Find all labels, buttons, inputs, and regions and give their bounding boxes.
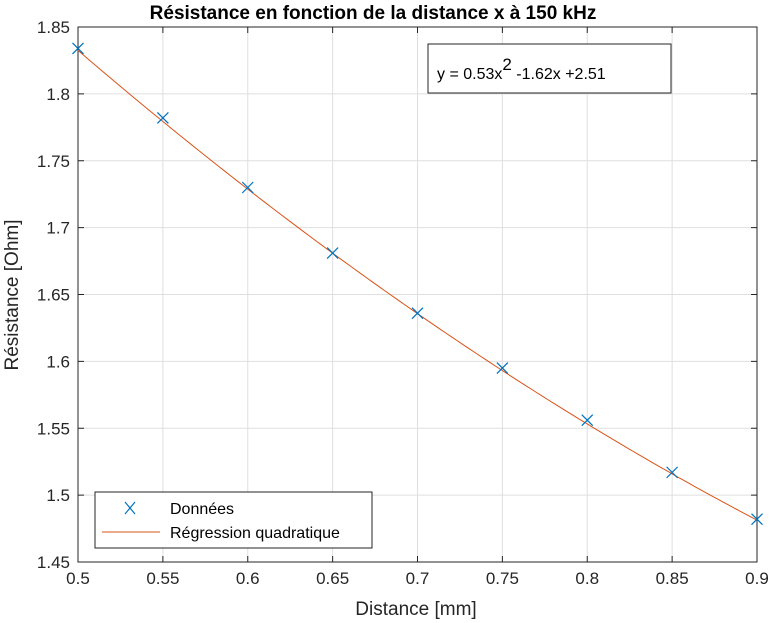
x-tick-label: 0.75 — [486, 569, 519, 588]
equation-prefix: y = 0.53x — [437, 66, 502, 83]
x-tick-label: 0.7 — [406, 569, 430, 588]
data-point — [241, 181, 254, 194]
x-tick-label: 0.65 — [316, 569, 349, 588]
x-tick-label: 0.6 — [236, 569, 260, 588]
x-tick-label: 0.55 — [146, 569, 179, 588]
data-markers — [72, 42, 763, 526]
y-tick-label: 1.75 — [37, 152, 70, 171]
legend-label-donnees: Données — [170, 501, 234, 518]
equation-suffix: -1.62x +2.51 — [512, 66, 606, 83]
data-point — [72, 42, 84, 55]
data-point — [666, 466, 679, 479]
x-tick-label: 0.85 — [656, 569, 689, 588]
x-tick-label: 0.9 — [745, 569, 769, 588]
data-point — [411, 307, 424, 320]
x-tick-label: 0.5 — [66, 569, 90, 588]
chart-title: Résistance en fonction de la distance x … — [150, 3, 597, 24]
y-tick-label: 1.8 — [46, 85, 70, 104]
y-tick-label: 1.7 — [46, 219, 70, 238]
data-point — [326, 247, 339, 259]
equation-annotation: y = 0.53x2 -1.62x +2.51 — [427, 43, 672, 94]
y-tick-label: 1.45 — [37, 553, 70, 572]
x-tick-label: 0.8 — [575, 569, 599, 588]
y-tick-label: 1.85 — [37, 18, 70, 37]
data-point — [751, 513, 763, 526]
y-tick-label: 1.65 — [37, 286, 70, 305]
y-axis-label: Résistance [Ohm] — [2, 220, 23, 371]
equation-exponent: 2 — [502, 55, 511, 74]
axis-ticks: 0.5 0.55 0.6 0.65 0.7 0.75 0.8 0.85 0.9 1.45 1.5 1.… — [37, 18, 769, 588]
data-point — [156, 112, 169, 124]
y-tick-label: 1.6 — [46, 352, 70, 371]
legend: Données Régression quadratique — [94, 491, 373, 549]
y-tick-label: 1.55 — [37, 419, 70, 438]
legend-marker-donnees — [124, 501, 136, 515]
data-point — [581, 414, 594, 427]
equation-text: y = 0.53x2 -1.62x +2.51 — [437, 55, 606, 83]
x-axis-label: Distance [mm] — [355, 599, 476, 620]
data-point — [496, 362, 509, 374]
y-tick-label: 1.5 — [46, 486, 70, 505]
legend-label-regression: Régression quadratique — [170, 525, 340, 542]
